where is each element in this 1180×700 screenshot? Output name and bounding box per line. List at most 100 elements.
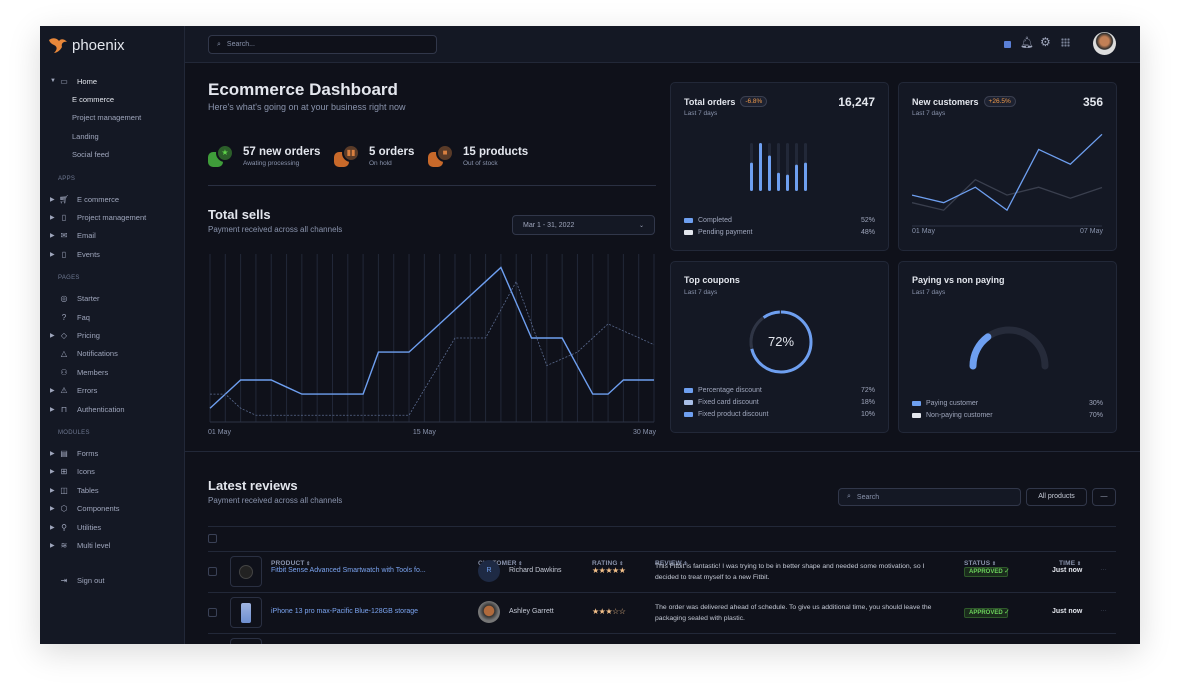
coupons-donut-chart bbox=[749, 310, 813, 374]
sidebar-item-project-management[interactable]: ▶ ▯ Project management bbox=[50, 211, 146, 223]
layers-icon: ≋ bbox=[60, 540, 68, 550]
legend-value: 48% bbox=[860, 229, 875, 236]
star-rating: ★★★☆☆ bbox=[592, 607, 626, 616]
sidebar-item-label: Authentication bbox=[77, 404, 125, 414]
bell-icon: △ bbox=[60, 349, 68, 359]
sidebar-item-pricing[interactable]: ▶ ◇ Pricing bbox=[50, 329, 100, 341]
sidebar-item-forms[interactable]: ▶ ▤ Forms bbox=[50, 447, 98, 459]
sidebar-item-errors[interactable]: ▶ ⚠ Errors bbox=[50, 385, 97, 397]
donut-slice bbox=[749, 310, 813, 374]
stat-label: Out of stock bbox=[463, 160, 498, 167]
legend-swatch bbox=[684, 218, 693, 223]
sidebar-item-label: Notifications bbox=[77, 349, 118, 359]
sidebar-item-components[interactable]: ▶ ⬡ Components bbox=[50, 503, 120, 515]
sidebar-item-label: Components bbox=[77, 504, 120, 514]
select-all-checkbox[interactable] bbox=[208, 534, 217, 543]
card-title: New customers bbox=[912, 96, 979, 107]
bar bbox=[795, 164, 798, 191]
customer-avatar: R bbox=[478, 560, 500, 582]
stat-item: ■ 15 products Out of stock bbox=[428, 142, 548, 172]
sign-out-label: Sign out bbox=[77, 575, 105, 585]
sidebar-item-multi-level[interactable]: ▶ ≋ Multi level bbox=[50, 539, 110, 551]
column-header-time[interactable]: TIME ⇕ bbox=[1059, 560, 1081, 567]
apps-grid-icon[interactable] bbox=[1061, 38, 1070, 47]
sidebar-subitem[interactable]: Landing bbox=[72, 131, 99, 141]
legend-swatch bbox=[684, 230, 693, 235]
caret-right-icon: ▶ bbox=[50, 450, 55, 457]
product-link[interactable]: Fitbit Sense Advanced Smartwatch with To… bbox=[271, 567, 426, 574]
sidebar-item-e-commerce[interactable]: ▶ 🛒︎ E commerce bbox=[50, 193, 119, 205]
product-link[interactable]: iPhone 13 pro max-Pacific Blue-128GB sto… bbox=[271, 608, 419, 615]
mail-icon: ✉ bbox=[60, 231, 68, 241]
check-icon: ✓ bbox=[1004, 568, 1010, 575]
compass-icon: ◎ bbox=[60, 294, 68, 304]
legend-value: 10% bbox=[860, 411, 875, 418]
sidebar-section-title: MODULES bbox=[58, 430, 90, 436]
sidebar-subitem[interactable]: Project management bbox=[72, 113, 142, 123]
sidebar-item-email[interactable]: ▶ ✉ Email bbox=[50, 230, 96, 242]
bar bbox=[777, 172, 780, 191]
change-badge: +26.5% bbox=[983, 96, 1016, 107]
sidebar-item-authentication[interactable]: ▶ ⊓ Authentication bbox=[50, 403, 125, 415]
bar bbox=[750, 162, 753, 191]
top-coupons-card: Top coupons Last 7 days 72% Percentage d… bbox=[670, 261, 889, 433]
gear-icon[interactable]: ⚙ bbox=[1040, 35, 1051, 49]
bar bbox=[786, 174, 789, 191]
reviews-search-input[interactable]: ⌕ Search bbox=[838, 488, 1021, 506]
sidebar-item-label: Forms bbox=[77, 448, 99, 458]
sidebar-item-home[interactable]: ▼ ▭ Home bbox=[50, 75, 97, 87]
legend-item: Fixed product discount 10% bbox=[684, 411, 875, 418]
sidebar-subitem[interactable]: E commerce bbox=[72, 94, 115, 104]
sidebar-item-events[interactable]: ▶ ▯ Events bbox=[50, 248, 100, 260]
theme-toggle-icon[interactable] bbox=[1004, 41, 1011, 48]
sidebar-item-label: Events bbox=[77, 249, 100, 259]
customer-avatar bbox=[478, 601, 500, 623]
legend-item: Completed 52% bbox=[684, 217, 875, 224]
stat-item: ★ 57 new orders Awating processing bbox=[208, 142, 328, 172]
gauge-track bbox=[969, 326, 1049, 370]
sidebar-item-label: Pricing bbox=[77, 330, 100, 340]
all-products-button[interactable]: All products bbox=[1026, 488, 1087, 506]
donut-slice bbox=[749, 310, 813, 374]
bell-icon[interactable]: 🔔︎ bbox=[1020, 37, 1034, 49]
sidebar-item-icons[interactable]: ▶ ⊞ Icons bbox=[50, 466, 95, 478]
global-search-input[interactable]: ⌕ Search... bbox=[208, 35, 437, 54]
sidebar-item-notifications[interactable]: △ Notifications bbox=[50, 348, 118, 360]
sort-icon: ⇕ bbox=[516, 561, 523, 567]
more-options-button[interactable]: — bbox=[1092, 488, 1116, 506]
search-placeholder: Search bbox=[856, 493, 880, 501]
sidebar-item-tables[interactable]: ▶ ◫ Tables bbox=[50, 484, 99, 496]
column-header-rating[interactable]: RATING ⇕ bbox=[592, 560, 624, 567]
product-thumbnail[interactable] bbox=[230, 597, 262, 628]
column-header-product[interactable]: PRODUCT ⇕ bbox=[271, 560, 311, 567]
legend-value: 30% bbox=[1088, 400, 1103, 407]
row-actions-button[interactable]: … bbox=[1100, 565, 1107, 572]
customer-name[interactable]: Richard Dawkins bbox=[509, 567, 562, 574]
product-thumbnail[interactable] bbox=[230, 556, 262, 587]
sort-icon: ⇕ bbox=[990, 561, 997, 567]
customer-name[interactable]: Ashley Garrett bbox=[509, 608, 554, 615]
column-header-status[interactable]: STATUS ⇕ bbox=[964, 560, 996, 567]
total-orders-value: 16,247 bbox=[838, 95, 875, 109]
sidebar-item-starter[interactable]: ◎ Starter bbox=[50, 293, 100, 305]
legend-swatch bbox=[684, 400, 693, 405]
card-subtitle: Last 7 days bbox=[684, 289, 718, 296]
row-checkbox[interactable] bbox=[208, 567, 217, 576]
alert-icon: ⚠ bbox=[60, 386, 68, 396]
date-range-select[interactable]: Mar 1 - 31, 2022 ⌄ bbox=[512, 215, 655, 235]
sidebar-subitem[interactable]: Social feed bbox=[72, 150, 110, 160]
legend-item: Pending payment 48% bbox=[684, 229, 875, 236]
sidebar-item-members[interactable]: ⚇ Members bbox=[50, 366, 108, 378]
divider bbox=[208, 185, 656, 186]
logo[interactable]: phoenix bbox=[48, 36, 125, 54]
user-avatar[interactable] bbox=[1093, 32, 1116, 55]
row-checkbox[interactable] bbox=[208, 608, 217, 617]
sidebar-item-faq[interactable]: ? Faq bbox=[50, 311, 90, 323]
sort-icon: ⇕ bbox=[304, 561, 311, 567]
column-header-review[interactable]: REVIEW ⇕ bbox=[655, 560, 688, 567]
sign-out-button[interactable]: ⇥ Sign out bbox=[50, 574, 105, 586]
status-badge: APPROVED bbox=[964, 608, 1008, 618]
sidebar-item-utilities[interactable]: ▶ ⚲ Utilities bbox=[50, 521, 101, 533]
row-actions-button[interactable]: … bbox=[1100, 606, 1107, 613]
legend-item: Paying customer 30% bbox=[912, 400, 1103, 407]
